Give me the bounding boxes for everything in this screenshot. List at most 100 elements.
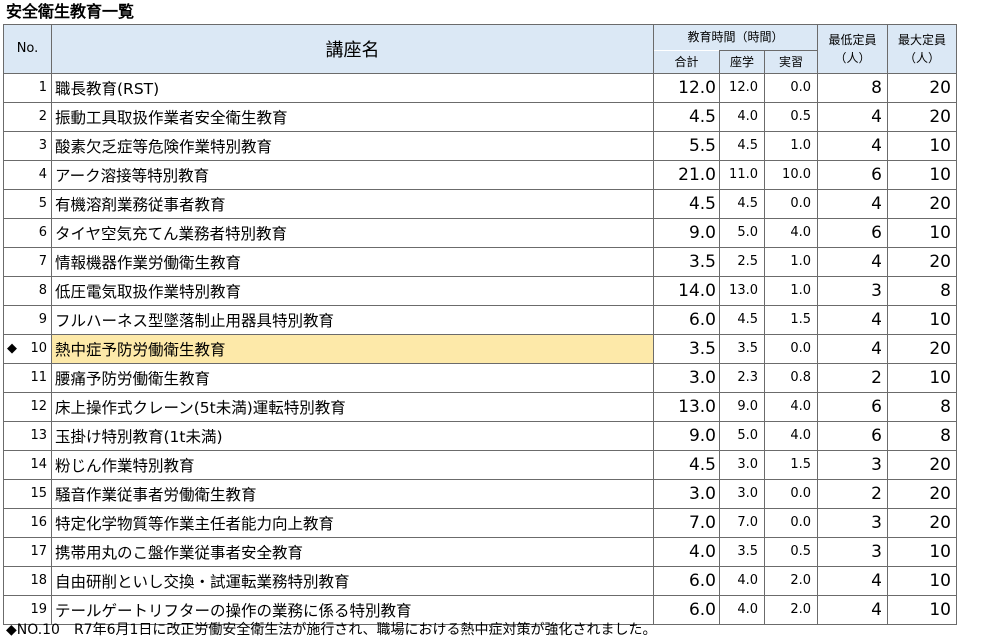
- max-capacity: 20: [887, 507, 957, 538]
- course-name: 低圧電気取扱作業特別教育: [51, 275, 654, 306]
- course-name: 酸素欠乏症等危険作業特別教育: [51, 130, 654, 161]
- min-capacity: 6: [817, 159, 888, 190]
- header-classroom: 座学: [719, 50, 765, 74]
- min-capacity: 3: [817, 507, 888, 538]
- classroom-hours: 4.5: [719, 130, 765, 161]
- row-no: 11: [3, 362, 52, 393]
- row-no: 5: [3, 188, 52, 219]
- course-name: 床上操作式クレーン(5t未満)運転特別教育: [51, 391, 654, 422]
- course-name: 騒音作業従事者労働衛生教育: [51, 478, 654, 509]
- header-max-capacity-line2: （人）: [903, 50, 940, 65]
- row-no: 7: [3, 246, 52, 277]
- header-min-capacity-line2: （人）: [834, 50, 871, 65]
- max-capacity: 20: [887, 478, 957, 509]
- table-row: 16 特定化学物質等作業主任者能力向上教育 7.0 7.0 0.0 3 20: [3, 507, 957, 538]
- total-hours: 12.0: [653, 72, 720, 103]
- classroom-hours: 9.0: [719, 391, 765, 422]
- table-row: 12 床上操作式クレーン(5t未満)運転特別教育 13.0 9.0 4.0 6 8: [3, 391, 957, 422]
- classroom-hours: 2.5: [719, 246, 765, 277]
- row-no-value: 8: [38, 283, 47, 298]
- page-title: 安全衛生教育一覧: [6, 2, 135, 21]
- course-name: 粉じん作業特別教育: [51, 449, 654, 480]
- min-capacity: 4: [817, 565, 888, 596]
- row-no-value: 13: [30, 428, 47, 443]
- row-no: ◆ 10: [3, 333, 52, 364]
- min-capacity: 4: [817, 246, 888, 277]
- min-capacity: 8: [817, 72, 888, 103]
- table-row: 3 酸素欠乏症等危険作業特別教育 5.5 4.5 1.0 4 10: [3, 130, 957, 161]
- practical-hours: 0.5: [764, 101, 818, 132]
- min-capacity: 6: [817, 217, 888, 248]
- max-capacity: 10: [887, 304, 957, 335]
- table-row: 11 腰痛予防労働衛生教育 3.0 2.3 0.8 2 10: [3, 362, 957, 393]
- practical-hours: 1.0: [764, 130, 818, 161]
- min-capacity: 2: [817, 362, 888, 393]
- row-no-value: 10: [30, 341, 47, 356]
- max-capacity: 8: [887, 275, 957, 306]
- classroom-hours: 3.0: [719, 478, 765, 509]
- total-hours: 21.0: [653, 159, 720, 190]
- total-hours: 3.0: [653, 362, 720, 393]
- classroom-hours: 4.0: [719, 565, 765, 596]
- min-capacity: 4: [817, 594, 888, 625]
- max-capacity: 20: [887, 246, 957, 277]
- table-row: 1 職長教育(RST) 12.0 12.0 0.0 8 20: [3, 72, 957, 103]
- row-no: 15: [3, 478, 52, 509]
- row-no-value: 18: [30, 573, 47, 588]
- table-row: 8 低圧電気取扱作業特別教育 14.0 13.0 1.0 3 8: [3, 275, 957, 306]
- max-capacity: 20: [887, 188, 957, 219]
- row-no-value: 5: [38, 196, 47, 211]
- row-no: 12: [3, 391, 52, 422]
- row-no-value: 2: [38, 109, 47, 124]
- max-capacity: 10: [887, 594, 957, 625]
- min-capacity: 3: [817, 449, 888, 480]
- total-hours: 4.5: [653, 188, 720, 219]
- total-hours: 3.5: [653, 333, 720, 364]
- course-name: アーク溶接等特別教育: [51, 159, 654, 190]
- row-no: 1: [3, 72, 52, 103]
- min-capacity: 2: [817, 478, 888, 509]
- header-max-capacity-line1: 最大定員: [897, 32, 946, 47]
- course-name: 振動工具取扱作業者安全衛生教育: [51, 101, 654, 132]
- row-no-value: 15: [30, 486, 47, 501]
- practical-hours: 0.0: [764, 72, 818, 103]
- course-name: 玉掛け特別教育(1t未満): [51, 420, 654, 451]
- practical-hours: 1.0: [764, 275, 818, 306]
- header-total: 合計: [653, 50, 720, 74]
- row-no-value: 6: [38, 225, 47, 240]
- practical-hours: 0.8: [764, 362, 818, 393]
- total-hours: 6.0: [653, 594, 720, 625]
- practical-hours: 0.0: [764, 188, 818, 219]
- row-no-value: 9: [38, 312, 47, 327]
- total-hours: 3.5: [653, 246, 720, 277]
- practical-hours: 2.0: [764, 565, 818, 596]
- row-no-value: 19: [30, 602, 47, 617]
- row-no: 8: [3, 275, 52, 306]
- min-capacity: 6: [817, 420, 888, 451]
- table-row: 14 粉じん作業特別教育 4.5 3.0 1.5 3 20: [3, 449, 957, 480]
- header-min-capacity: 最低定員 （人）: [817, 24, 888, 74]
- diamond-mark-icon: ◆: [7, 341, 17, 356]
- max-capacity: 8: [887, 420, 957, 451]
- max-capacity: 20: [887, 72, 957, 103]
- row-no-value: 3: [38, 138, 47, 153]
- classroom-hours: 12.0: [719, 72, 765, 103]
- header-no: No.: [3, 24, 52, 74]
- row-no: 9: [3, 304, 52, 335]
- min-capacity: 3: [817, 275, 888, 306]
- table-row: 13 玉掛け特別教育(1t未満) 9.0 5.0 4.0 6 8: [3, 420, 957, 451]
- practical-hours: 1.5: [764, 449, 818, 480]
- practical-hours: 0.0: [764, 478, 818, 509]
- table-row: 15 騒音作業従事者労働衛生教育 3.0 3.0 0.0 2 20: [3, 478, 957, 509]
- classroom-hours: 4.5: [719, 188, 765, 219]
- row-no-value: 12: [30, 399, 47, 414]
- min-capacity: 3: [817, 536, 888, 567]
- min-capacity: 4: [817, 101, 888, 132]
- table-row: ◆ 10 熱中症予防労働衛生教育 3.5 3.5 0.0 4 20: [3, 333, 957, 364]
- classroom-hours: 3.5: [719, 333, 765, 364]
- classroom-hours: 4.0: [719, 594, 765, 625]
- practical-hours: 1.5: [764, 304, 818, 335]
- row-no: 6: [3, 217, 52, 248]
- total-hours: 7.0: [653, 507, 720, 538]
- max-capacity: 20: [887, 449, 957, 480]
